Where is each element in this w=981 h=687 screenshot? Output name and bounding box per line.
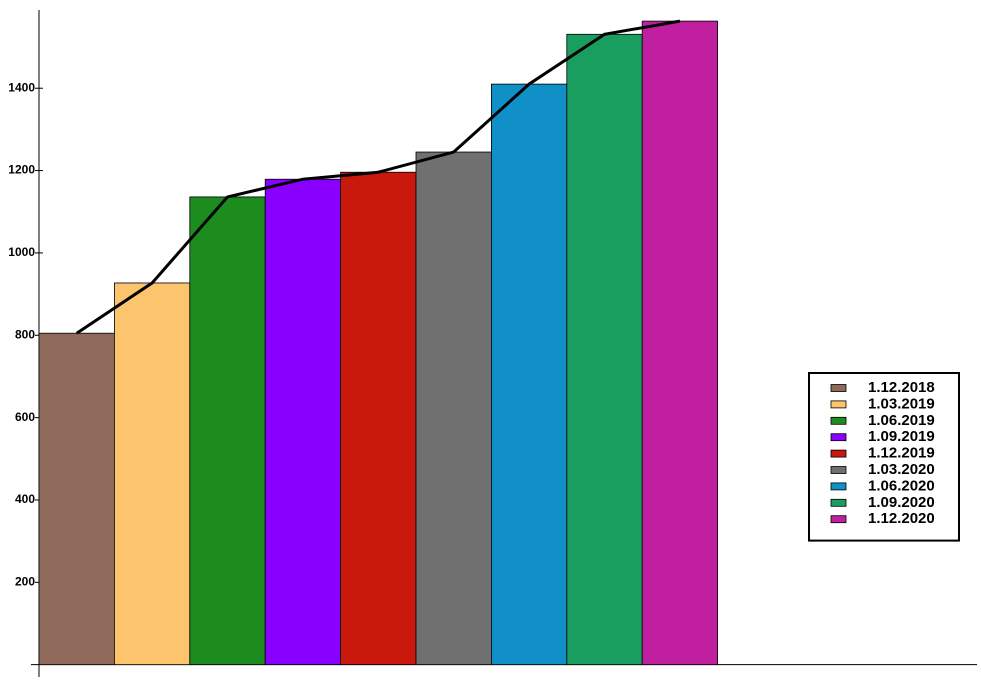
y-tick-label: 1400 (8, 80, 35, 94)
legend-swatch (830, 400, 847, 409)
bar (38, 332, 115, 666)
legend-label: 1.09.2019 (868, 428, 935, 445)
bar (264, 178, 342, 666)
bar (340, 171, 417, 666)
legend-label: 1.03.2019 (868, 395, 935, 412)
legend-swatch (830, 449, 847, 458)
y-tick-label: 1200 (8, 163, 35, 177)
legend-label: 1.06.2019 (868, 412, 935, 429)
legend-label: 1.06.2020 (868, 477, 935, 494)
bar (415, 151, 492, 666)
bar (114, 282, 191, 666)
legend-swatch (830, 466, 847, 474)
legend-label: 1.12.2018 (868, 379, 935, 396)
y-tick-label: 400 (15, 492, 35, 506)
y-tick-label: 800 (15, 327, 35, 341)
legend-swatch (830, 482, 847, 491)
y-tick-label: 600 (15, 410, 35, 424)
legend-swatch (830, 433, 847, 442)
legend-label: 1.12.2019 (868, 445, 935, 462)
trend-line (75, 19, 681, 335)
legend-label: 1.09.2020 (868, 494, 935, 511)
bar (566, 33, 643, 666)
legend-swatch (830, 498, 847, 507)
legend-swatch (830, 515, 847, 524)
bar (490, 83, 568, 666)
bar (189, 196, 266, 666)
legend-label: 1.12.2020 (868, 510, 935, 527)
legend-swatch (830, 384, 847, 392)
y-tick-label: 1000 (8, 245, 35, 259)
bar (641, 20, 719, 666)
y-tick-label: 200 (15, 574, 35, 588)
legend-label: 1.03.2020 (868, 461, 935, 478)
legend-swatch (830, 416, 847, 425)
